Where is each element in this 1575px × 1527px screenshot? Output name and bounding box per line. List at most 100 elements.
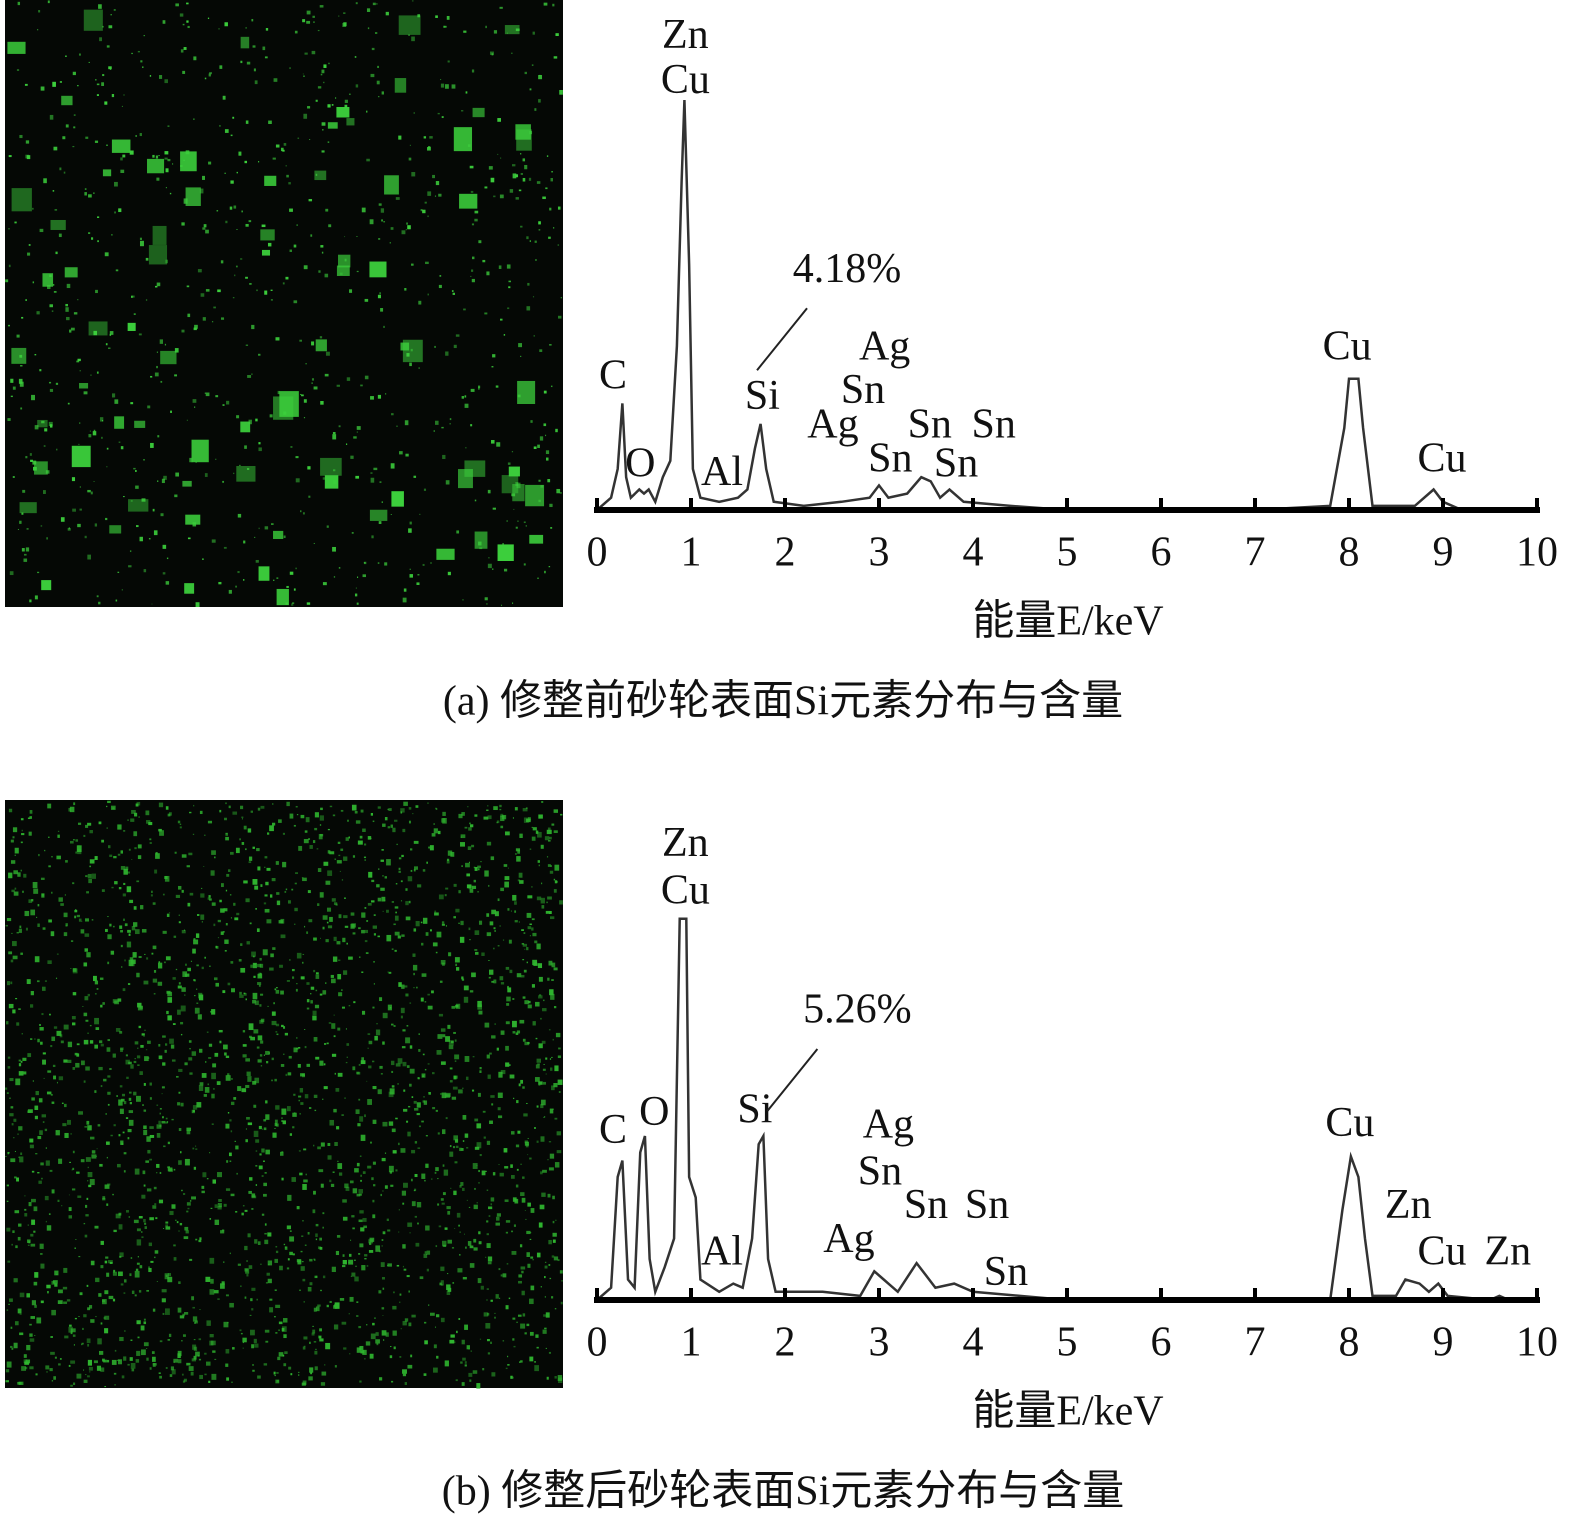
map-dot (44, 1128, 48, 1132)
map-dot (226, 873, 230, 877)
map-dot (424, 1000, 427, 1003)
map-dot (457, 1268, 463, 1273)
map-dot (84, 192, 87, 196)
map-dot (276, 1033, 279, 1035)
map-dot (130, 1339, 133, 1341)
map-dot (466, 1345, 470, 1350)
map-dot (261, 1213, 265, 1216)
map-dot (198, 1358, 202, 1361)
map-dot (531, 886, 533, 888)
map-dot (260, 884, 263, 887)
map-dot (320, 457, 342, 476)
map-dot (358, 1219, 363, 1223)
map-dot (339, 272, 343, 275)
map-dot (152, 902, 156, 905)
map-dot (477, 1092, 481, 1097)
map-dot (96, 1148, 98, 1150)
map-dot (162, 572, 166, 575)
map-dot (454, 1039, 457, 1042)
map-dot (66, 316, 70, 321)
map-dot (479, 1070, 482, 1073)
map-dot (557, 1079, 563, 1085)
map-dot (240, 805, 244, 810)
map-dot (461, 978, 465, 981)
map-dot (210, 870, 215, 876)
map-dot (526, 306, 531, 311)
map-dot (362, 574, 366, 578)
map-dot (336, 106, 350, 118)
map-dot (146, 820, 151, 824)
map-dot (87, 1166, 89, 1169)
map-dot (322, 1098, 324, 1100)
map-dot (256, 928, 260, 932)
map-dot (101, 436, 103, 439)
map-dot (250, 964, 253, 968)
map-dot (68, 1326, 73, 1333)
map-dot (324, 373, 329, 377)
map-dot (11, 188, 32, 212)
map-dot (137, 1256, 139, 1258)
map-dot (325, 351, 330, 356)
map-dot (354, 1276, 359, 1282)
map-dot (26, 1293, 31, 1298)
peak-label: 5.26% (803, 987, 912, 1033)
map-dot (220, 1283, 225, 1289)
map-dot (135, 1359, 140, 1363)
map-dot (13, 1137, 15, 1139)
map-dot (468, 1206, 471, 1208)
map-dot (56, 855, 61, 860)
map-dot (497, 945, 500, 947)
map-dot (138, 1216, 143, 1219)
map-dot (422, 917, 428, 924)
map-dot (62, 1286, 68, 1290)
map-dot (276, 1123, 279, 1127)
map-dot (524, 1140, 528, 1144)
peak-label: C (599, 1107, 627, 1153)
map-dot (538, 1084, 541, 1086)
map-dot (133, 467, 136, 470)
map-dot (425, 261, 429, 265)
map-dot (314, 1004, 320, 1009)
map-dot (179, 1222, 183, 1226)
map-dot (27, 1224, 29, 1226)
map-dot (237, 1086, 242, 1092)
map-dot (351, 1272, 356, 1277)
x-tick-label: 1 (681, 1320, 702, 1366)
map-dot (42, 273, 54, 287)
map-dot (13, 1342, 18, 1349)
map-dot (322, 1275, 326, 1279)
map-dot (312, 840, 316, 844)
map-dot (144, 1029, 146, 1031)
map-dot (500, 1069, 506, 1075)
map-dot (532, 959, 538, 966)
map-dot (96, 595, 99, 598)
map-dot (338, 254, 351, 268)
map-dot (120, 866, 126, 870)
map-dot (116, 1095, 118, 1097)
map-dot (234, 274, 236, 277)
map-dot (160, 513, 164, 517)
map-dot (437, 1132, 440, 1135)
map-dot (123, 1292, 126, 1294)
map-dot (364, 375, 369, 380)
map-dot (376, 3, 378, 5)
map-dot (251, 1344, 255, 1349)
map-dot (12, 386, 16, 390)
map-dot (407, 1364, 413, 1369)
map-dot (522, 158, 526, 162)
map-dot (131, 809, 136, 814)
peak-label: Sn (868, 436, 912, 482)
map-dot (283, 143, 287, 146)
map-dot (218, 581, 222, 585)
map-dot (141, 1236, 144, 1239)
map-dot (539, 349, 543, 352)
map-dot (470, 1350, 472, 1352)
map-dot (33, 1206, 38, 1212)
map-dot (269, 1307, 274, 1313)
map-dot (530, 1208, 535, 1213)
map-dot (89, 1371, 91, 1373)
map-dot (295, 1047, 299, 1050)
map-dot (32, 881, 38, 889)
map-dot (145, 299, 148, 301)
map-dot (189, 1048, 191, 1050)
